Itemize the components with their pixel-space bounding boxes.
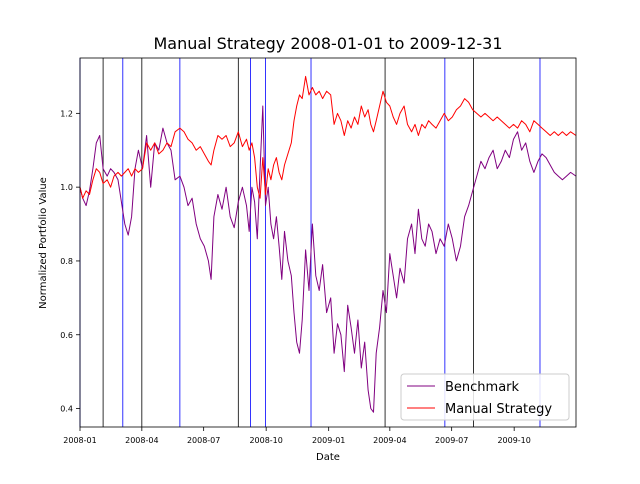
x-tick-label-6: 2009-07 [435,436,468,445]
plot-frame [79,57,577,428]
series-layer [79,75,577,413]
y-axis-label: Normalized Portfolio Value [38,177,49,309]
legend-label-manual-strategy: Manual Strategy [445,402,552,417]
x-tick-label-4: 2009-01 [312,436,345,445]
legend-label-benchmark: Benchmark [445,380,520,395]
y-tick-label-2: 0.8 [60,257,73,266]
x-tick-label-1: 2008-04 [125,436,158,445]
chart-title: Manual Strategy 2008-01-01 to 2009-12-31 [153,34,502,53]
y-tick-label-0: 0.4 [60,405,73,414]
y-tick-label-3: 1.0 [60,183,73,192]
legend-frame [400,373,570,421]
series-line-manual-strategy [79,75,577,199]
y-tick-label-4: 1.2 [60,109,73,118]
legend: Benchmark Manual Strategy [400,373,570,421]
x-tick-label-7: 2009-10 [497,436,530,445]
x-axis-label: Date [316,452,340,463]
axes: 2008-01 2008-04 2008-07 2008-10 2009-01 2009-… [60,57,577,445]
x-tick-label-5: 2009-04 [373,436,406,445]
x-tick-label-2: 2008-07 [187,436,220,445]
y-tick-label-1: 0.6 [60,331,73,340]
x-tick-label-3: 2008-10 [249,436,282,445]
series-line-benchmark [79,105,577,413]
x-tick-label-0: 2008-01 [63,436,96,445]
